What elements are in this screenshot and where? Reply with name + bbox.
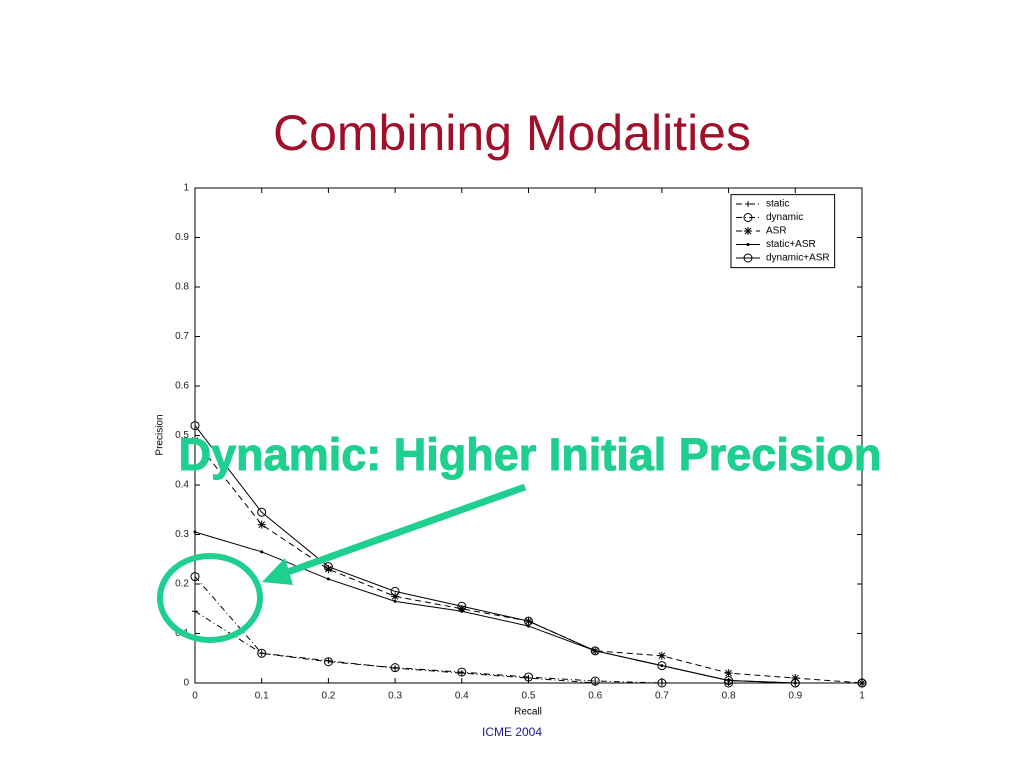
y-tick-label: 0.6 — [175, 381, 189, 392]
annotation: Dynamic: Higher Initial Precision — [179, 429, 882, 480]
x-tick-label: 0.9 — [788, 691, 802, 702]
data-point — [257, 507, 267, 517]
data-point — [857, 678, 867, 688]
legend-marker — [743, 253, 753, 263]
y-tick-label: 0.5 — [175, 430, 189, 441]
arrow-head — [262, 558, 293, 585]
data-point — [525, 675, 532, 682]
data-point — [524, 616, 533, 626]
data-point — [193, 530, 197, 534]
x-axis-label: Recall — [514, 707, 542, 718]
data-point — [724, 678, 734, 688]
legend-marker — [745, 201, 751, 207]
data-point — [457, 604, 466, 613]
y-tick-label: 0 — [183, 678, 189, 689]
legend-label: static+ASR — [766, 239, 816, 250]
data-point — [458, 670, 465, 677]
data-point — [390, 586, 400, 596]
data-point — [391, 592, 400, 601]
annotation-arrow — [283, 483, 527, 577]
x-tick-label: 0.3 — [388, 691, 402, 702]
series-line — [194, 531, 862, 684]
y-tick-label: 0.4 — [175, 480, 189, 491]
data-point — [457, 667, 467, 677]
y-tick-label: 0.8 — [175, 282, 189, 293]
plot: 0 0.1 0.2 0.3 0.4 0.5 0.6 0.7 0.8 0.9 100.10.20.30… — [175, 183, 867, 702]
legend-marker — [746, 243, 750, 246]
x-tick-label: 0.8 — [722, 691, 736, 702]
footer: ICME 2004 — [482, 725, 542, 739]
data-point — [257, 520, 266, 529]
data-point — [590, 646, 600, 656]
slide-title: Combining Modalities — [273, 105, 751, 161]
x-tick-label: 0.7 — [655, 691, 669, 702]
data-point — [323, 657, 333, 667]
series-line — [194, 576, 862, 684]
data-point — [657, 678, 667, 688]
data-point — [257, 648, 267, 658]
legend-label: static — [766, 199, 789, 210]
x-tick-label: 0 — [192, 691, 198, 702]
data-point — [791, 674, 800, 683]
data-point — [590, 676, 600, 686]
data-point — [393, 599, 397, 603]
legend-marker — [744, 227, 752, 235]
data-point — [790, 678, 800, 688]
data-point — [260, 550, 264, 554]
data-point — [324, 565, 333, 574]
x-tick-label: 0.1 — [255, 691, 269, 702]
data-point — [457, 601, 467, 611]
legend-label: ASR — [766, 226, 787, 237]
y-tick-label: 0.7 — [175, 331, 189, 342]
legend-label: dynamic — [766, 212, 803, 223]
x-tick-label: 0.2 — [321, 691, 335, 702]
series-line — [194, 425, 862, 684]
data-point — [657, 651, 666, 660]
data-point — [323, 562, 333, 572]
data-point — [657, 661, 667, 671]
highlight-circle — [157, 553, 263, 643]
x-tick-label: 0.5 — [522, 691, 536, 702]
data-point — [192, 608, 198, 615]
x-tick-label: 0.4 — [455, 691, 469, 702]
data-point — [191, 436, 199, 445]
y-tick-label: 0.2 — [175, 579, 189, 590]
data-point — [190, 572, 200, 582]
legend-marker — [743, 213, 753, 222]
y-tick-label: 0.3 — [175, 529, 189, 540]
legend-label: dynamic+ASR — [766, 253, 830, 264]
data-point — [325, 657, 332, 664]
y-tick-label: 0.9 — [175, 232, 189, 243]
data-point — [258, 650, 265, 657]
data-point — [524, 672, 533, 682]
legend: static dynamic ASR static+ASR dynamic+ASR — [730, 194, 836, 269]
data-point — [190, 421, 200, 431]
x-tick-label: 0.6 — [588, 691, 602, 702]
data-point — [724, 676, 734, 686]
data-point — [724, 669, 733, 678]
y-axis-label: Precision — [155, 414, 166, 455]
data-point — [390, 663, 400, 673]
x-tick-label: 1 — [859, 691, 865, 702]
data-point — [326, 577, 330, 581]
y-tick-label: 1 — [183, 183, 189, 194]
